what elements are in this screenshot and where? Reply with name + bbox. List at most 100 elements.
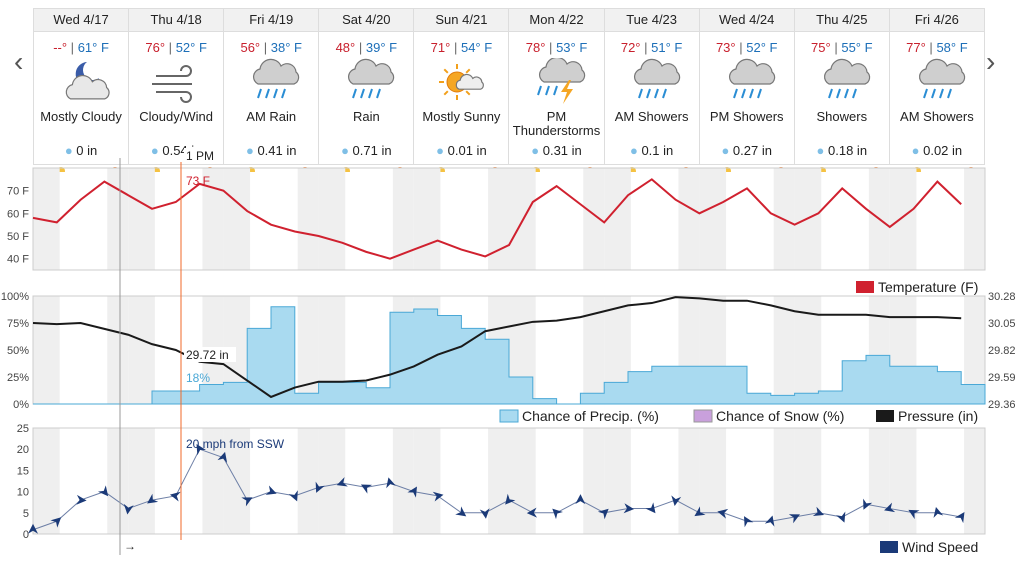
night-band xyxy=(128,296,155,404)
prev-arrow-icon[interactable]: ‹ xyxy=(14,46,24,77)
night-band xyxy=(392,428,414,534)
night-band xyxy=(583,296,605,404)
y-tick-label: 0% xyxy=(13,399,29,411)
raindrop-icon: ● xyxy=(911,143,920,158)
night-band xyxy=(107,296,129,404)
wind-direction-arrow xyxy=(455,506,467,517)
wind-direction-arrow xyxy=(597,508,609,520)
day-name: Fri 4/19 xyxy=(224,9,319,32)
night-band xyxy=(964,428,985,534)
cursor-pressure: 29.72 in xyxy=(186,348,229,362)
day-temps: 75° | 55° F xyxy=(811,40,873,55)
condition-text: PM Thunderstorms xyxy=(512,109,601,138)
cursor-wind: 20 mph from SSW xyxy=(186,437,285,451)
condition-text: Showers xyxy=(816,109,868,124)
wind-direction-arrow xyxy=(217,451,228,463)
raindrop-icon: ● xyxy=(629,143,638,158)
wind-direction-arrow xyxy=(694,506,706,517)
wind-direction-arrow xyxy=(788,514,800,524)
low-temp: 51° F xyxy=(651,40,683,55)
day-name: Thu 4/25 xyxy=(794,9,889,32)
wind-direction-arrow xyxy=(241,497,253,507)
wind-direction-arrow xyxy=(575,494,586,505)
night-band xyxy=(678,168,700,270)
y-tick-label-right: 29.82 xyxy=(988,345,1016,357)
y-tick-label-right: 30.28 xyxy=(988,291,1016,303)
y-tick-label: 25% xyxy=(7,372,29,384)
night-band xyxy=(964,296,985,404)
day-card[interactable]: Mon 4/22 78° | 53° F PM Thunderstorms ● … xyxy=(509,9,605,172)
wind-direction-arrow xyxy=(908,509,920,520)
y-tick-label: 50 F xyxy=(7,231,29,243)
high-temp: --° xyxy=(53,40,68,55)
daily-forecast-strip: Wed 4/17 --° | 61° F Mostly Cloudy ● 0 i… xyxy=(33,8,985,172)
wind-direction-arrow xyxy=(764,515,775,527)
y-tick-label: 100% xyxy=(1,291,29,303)
day-card[interactable]: Thu 4/25 75° | 55° F Showers ● 0.18 in xyxy=(794,9,890,172)
day-name: Wed 4/17 xyxy=(34,9,129,32)
wind-direction-arrow xyxy=(743,516,754,528)
wind-direction-arrow xyxy=(836,511,846,523)
night-band xyxy=(889,428,917,534)
night-band xyxy=(678,428,700,534)
pressure-legend-swatch xyxy=(876,410,894,422)
night-band xyxy=(699,428,727,534)
low-temp: 61° F xyxy=(77,40,109,55)
wind-direction-arrow xyxy=(50,517,62,528)
day-card[interactable]: Fri 4/26 77° | 58° F AM Showers ● 0.02 i… xyxy=(889,9,984,172)
precip-area xyxy=(33,306,986,405)
day-card[interactable]: Fri 4/19 56° | 38° F AM Rain ● 0.41 in xyxy=(224,9,320,172)
wind-direction-arrow xyxy=(97,485,109,497)
wind-icon xyxy=(144,58,208,108)
wind-direction-arrow xyxy=(671,495,682,507)
night-band xyxy=(583,428,605,534)
day-card[interactable]: Wed 4/24 73° | 52° F PM Showers ● 0.27 i… xyxy=(699,9,795,172)
night-band xyxy=(773,428,795,534)
night-band xyxy=(128,168,155,270)
day-card[interactable]: Wed 4/17 --° | 61° F Mostly Cloudy ● 0 i… xyxy=(34,9,130,172)
raindrop-icon: ● xyxy=(531,143,540,158)
y-tick-label: 25 xyxy=(17,423,29,435)
precip-legend: Chance of Precip. (%) xyxy=(522,408,659,424)
y-tick-label-right: 29.36 xyxy=(988,399,1016,411)
day-card[interactable]: Tue 4/23 72° | 51° F AM Showers ● 0.1 in xyxy=(604,9,700,172)
night-band xyxy=(107,168,129,270)
night-band xyxy=(223,168,251,270)
y-tick-label: 70 F xyxy=(7,186,29,198)
next-arrow-icon[interactable]: › xyxy=(986,46,996,77)
wind-direction-arrow xyxy=(169,491,181,502)
temperature-legend: Temperature (F) xyxy=(878,279,978,295)
cursor-time: 1 PM xyxy=(186,149,214,163)
low-temp: 53° F xyxy=(556,40,588,55)
night-band xyxy=(509,428,536,534)
night-band xyxy=(604,168,631,270)
snow-legend-swatch xyxy=(693,409,713,423)
wind-direction-arrow xyxy=(623,503,634,514)
day-temps: 72° | 51° F xyxy=(620,40,683,55)
night-band xyxy=(583,168,605,270)
night-band xyxy=(202,168,224,270)
wind-direction-arrow xyxy=(123,503,134,515)
high-temp: 71° xyxy=(430,40,451,55)
condition-text: AM Showers xyxy=(900,109,974,124)
showers-icon xyxy=(715,58,779,108)
day-name: Thu 4/18 xyxy=(129,9,224,32)
day-card[interactable]: Thu 4/18 76° | 52° F Cloudy/Wind ● 0.54 … xyxy=(129,9,225,172)
precip-amount: ● 0.71 in xyxy=(341,143,392,158)
day-card[interactable]: Sun 4/21 71° | 54° F Mostly Sunny ● 0.01… xyxy=(414,9,510,172)
low-temp: 54° F xyxy=(460,40,493,55)
night-band xyxy=(392,168,414,270)
wind-direction-arrow xyxy=(407,486,417,498)
high-temp: 75° xyxy=(811,40,831,55)
wind-legend-swatch xyxy=(880,541,898,553)
condition-text: Rain xyxy=(352,109,380,124)
precip-amount: ● 0.1 in xyxy=(629,143,674,158)
partly-cloudy-night-icon xyxy=(49,58,113,108)
day-card[interactable]: Sat 4/20 48° | 39° F Rain ● 0.71 in xyxy=(319,9,415,172)
raindrop-icon: ● xyxy=(245,143,254,158)
wind-direction-arrow xyxy=(432,491,444,502)
low-temp: 39° F xyxy=(365,40,398,55)
high-temp: 56° xyxy=(240,40,261,55)
temperature-line xyxy=(32,178,962,260)
night-band xyxy=(699,168,727,270)
